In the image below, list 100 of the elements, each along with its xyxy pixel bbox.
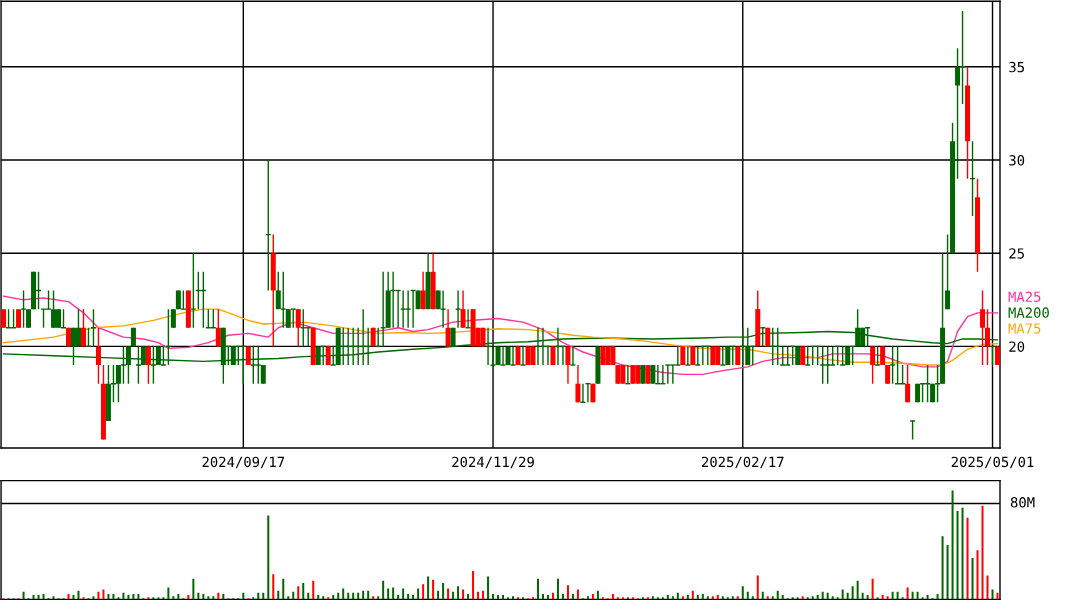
bar [861,592,864,600]
bar [477,591,480,600]
bar [77,590,80,600]
candlestick [404,289,412,329]
bar [82,597,85,600]
bar [661,597,664,600]
bar [132,593,135,600]
bar [267,515,270,600]
bar [447,588,450,600]
bar [417,588,420,600]
candlestick [630,364,636,385]
bar [522,597,525,600]
bar [981,505,984,600]
bar [437,590,440,600]
bar [162,597,165,600]
bar [137,593,140,600]
bar [791,597,794,600]
bar [851,586,854,600]
bar [517,597,520,600]
candlestick [824,345,831,385]
candlestick [40,308,47,329]
bar [726,597,729,600]
bar [302,583,305,600]
bar [576,589,579,600]
candlestick [819,345,826,385]
bar [986,575,989,600]
candlestick [615,364,621,385]
bar [327,597,330,600]
bar [312,580,315,600]
candlestick [190,252,197,329]
candlestick [445,308,451,348]
bar [601,597,604,600]
candlestick [985,308,991,366]
bar [836,597,839,600]
bar [621,597,624,600]
candlestick [650,364,656,385]
candlestick [454,289,462,329]
bar [387,588,390,600]
bar [97,591,100,600]
bar [252,597,255,600]
bar [462,589,465,600]
bar [876,597,879,600]
candlestick [784,345,791,366]
bar [701,593,704,600]
bar [901,597,904,600]
bar [342,588,345,600]
candlestick [669,364,677,385]
y-tick-label: 20 [1009,341,1025,352]
bar [596,590,599,600]
bar [22,591,25,600]
bar [427,576,430,600]
candlestick [290,308,297,329]
bar [257,592,260,600]
bar [217,592,220,600]
bar [916,591,919,600]
bar [961,507,964,600]
bar [911,591,914,600]
bar [307,592,310,600]
bar [467,593,470,600]
bar [631,597,634,600]
candlestick [215,308,221,348]
y-tick-label: 25 [1009,248,1024,259]
bar [841,589,844,600]
bar [382,580,385,600]
candlestick [569,345,577,366]
candlestick [885,364,891,385]
candlestick [575,364,581,404]
bar [676,592,679,600]
candlestick [170,308,176,329]
bar [611,593,614,600]
candlestick [16,308,22,329]
bar [821,591,824,600]
bar [691,590,694,600]
bar [991,589,994,600]
series-label: MA75 [1008,323,1041,334]
bar [532,597,534,600]
bar [362,590,365,600]
candlestick [80,308,86,348]
candlestick [420,271,426,310]
bar [996,592,999,600]
bar [856,580,859,600]
bar [921,597,924,600]
bar [472,571,475,600]
candlestick [260,364,266,385]
candlestick [180,289,187,310]
bar [192,578,195,600]
bar [297,586,300,600]
line-series [2,295,999,376]
bar [442,583,445,600]
candlestick [909,420,916,441]
bar [826,592,829,600]
ref-line-label: 80M [1010,497,1035,508]
bar [202,593,205,600]
candlestick [20,289,27,329]
y-tick-label: 35 [1009,61,1024,73]
bar [936,593,939,600]
candlestick [295,308,301,348]
line-series [2,308,999,366]
bar [941,536,944,600]
bar [457,586,460,600]
